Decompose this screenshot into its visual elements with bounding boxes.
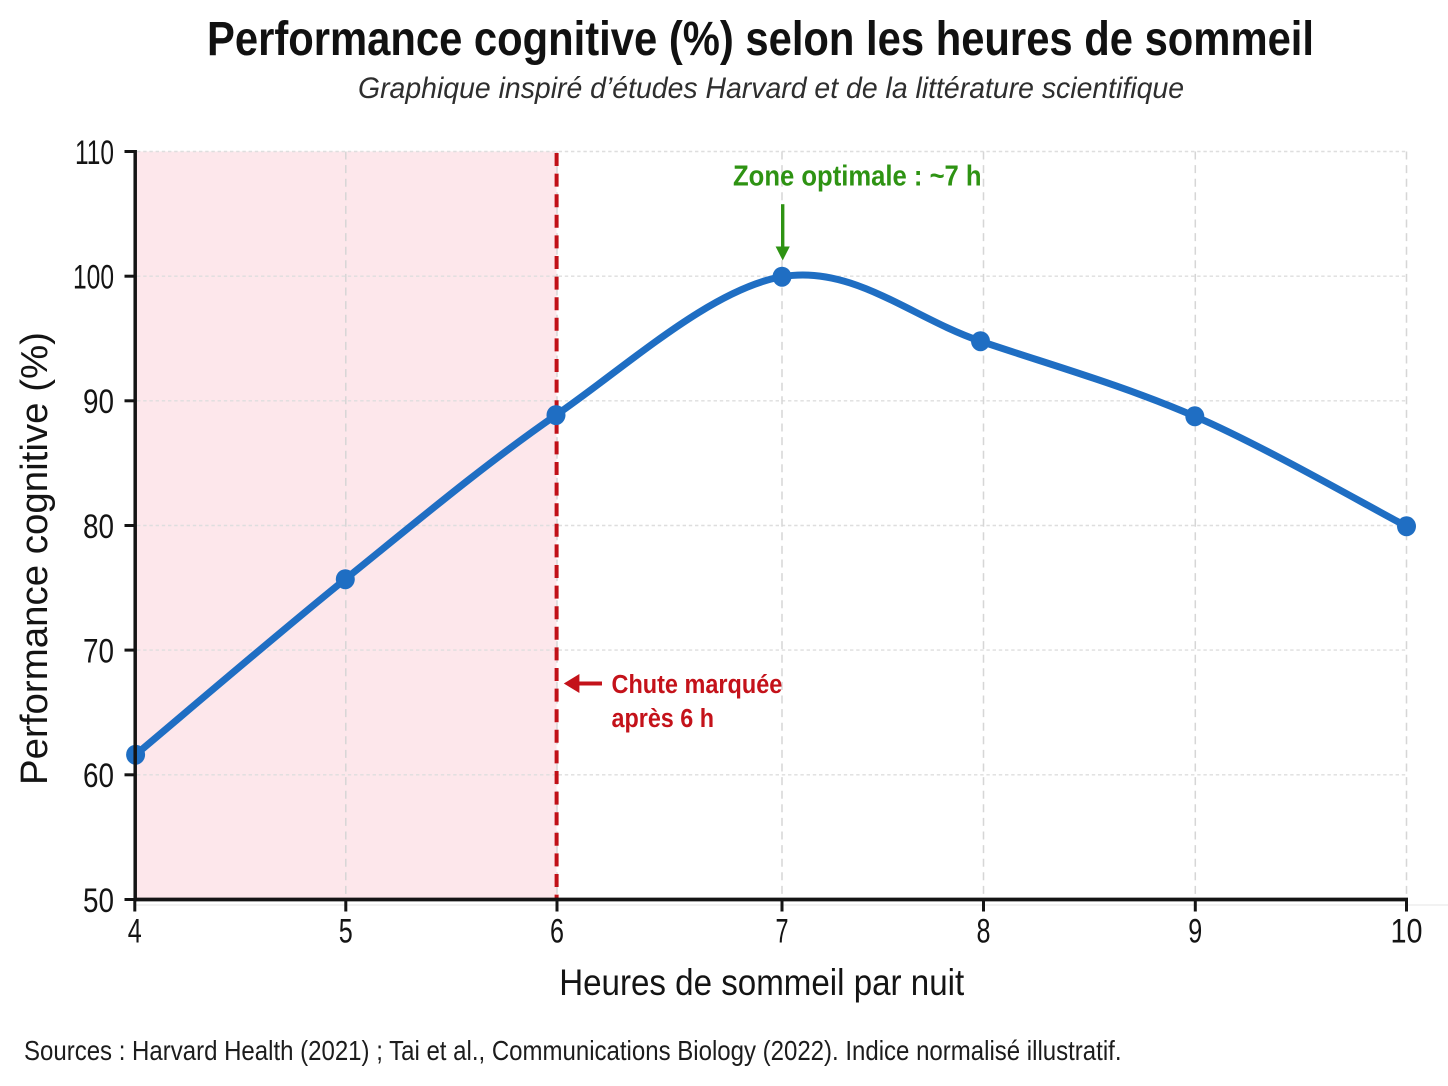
svg-text:60: 60 xyxy=(83,757,114,795)
svg-text:70: 70 xyxy=(83,633,114,671)
svg-text:Heures de sommeil par nuit: Heures de sommeil par nuit xyxy=(559,962,965,1003)
svg-text:après 6 h: après 6 h xyxy=(612,705,715,733)
svg-text:90: 90 xyxy=(83,383,114,421)
svg-text:Performance cognitive (%) selo: Performance cognitive (%) selon les heur… xyxy=(207,13,1314,66)
svg-text:Chute marquée: Chute marquée xyxy=(612,671,783,699)
svg-text:Performance cognitive (%): Performance cognitive (%) xyxy=(14,332,56,785)
svg-text:110: 110 xyxy=(75,134,114,172)
svg-text:Sources : Harvard Health (2021: Sources : Harvard Health (2021) ; Tai et… xyxy=(24,1035,1122,1066)
svg-text:8: 8 xyxy=(977,913,991,951)
svg-text:Graphique inspiré d’études Har: Graphique inspiré d’études Harvard et de… xyxy=(358,72,1184,105)
svg-text:4: 4 xyxy=(128,913,142,951)
svg-text:7: 7 xyxy=(776,913,789,951)
svg-text:50: 50 xyxy=(83,882,114,920)
svg-text:Zone optimale : ~7 h: Zone optimale : ~7 h xyxy=(733,160,982,192)
svg-text:9: 9 xyxy=(1188,913,1202,951)
svg-text:10: 10 xyxy=(1391,913,1423,951)
svg-text:6: 6 xyxy=(550,913,564,951)
svg-text:80: 80 xyxy=(83,508,114,546)
svg-text:5: 5 xyxy=(339,913,353,951)
svg-text:100: 100 xyxy=(73,259,114,297)
